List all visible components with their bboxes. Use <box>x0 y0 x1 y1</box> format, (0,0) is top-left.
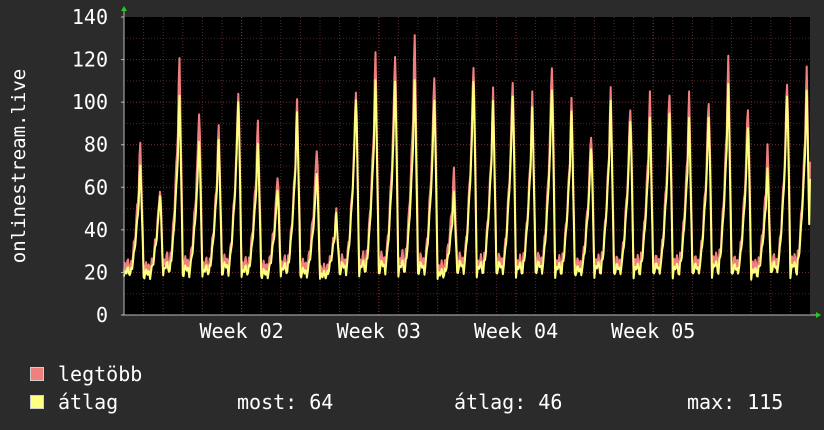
legend-label-max: legtöbb <box>58 362 143 386</box>
x-tick-label: Week 03 <box>337 319 421 343</box>
stat-current: most: 64 <box>237 390 334 414</box>
y-tick-label: 0 <box>96 303 108 327</box>
y-tick-label: 60 <box>84 175 108 199</box>
y-tick-label: 80 <box>84 133 108 157</box>
line-chart: 0 20 40 60 80 100 120 140 Week 02 Week 03 Week 04 W… <box>8 5 821 343</box>
legend-row-avg: átlag most: 64 átlag: 46 max: 115 <box>30 391 810 413</box>
y-axis-label: onlinestream.live <box>8 69 30 263</box>
legend-label-avg: átlag <box>58 390 119 414</box>
y-tick-label: 100 <box>72 90 108 114</box>
series-line-avg <box>123 79 811 281</box>
x-axis-arrow <box>816 312 821 318</box>
legend-swatch-avg <box>30 395 44 409</box>
legend-swatch-max <box>30 367 44 381</box>
stat-average: átlag: 46 <box>454 390 563 414</box>
y-tick-label: 140 <box>72 5 108 29</box>
x-tick-label: Week 05 <box>611 319 695 343</box>
y-tick-label: 40 <box>84 218 108 242</box>
stat-maximum: max: 115 <box>687 390 784 414</box>
x-tick-label: Week 04 <box>474 319 558 343</box>
y-tick-label: 120 <box>72 48 108 72</box>
y-tick-label: 20 <box>84 260 108 284</box>
y-axis-arrow <box>121 6 127 11</box>
x-tick-label: Week 02 <box>199 319 283 343</box>
